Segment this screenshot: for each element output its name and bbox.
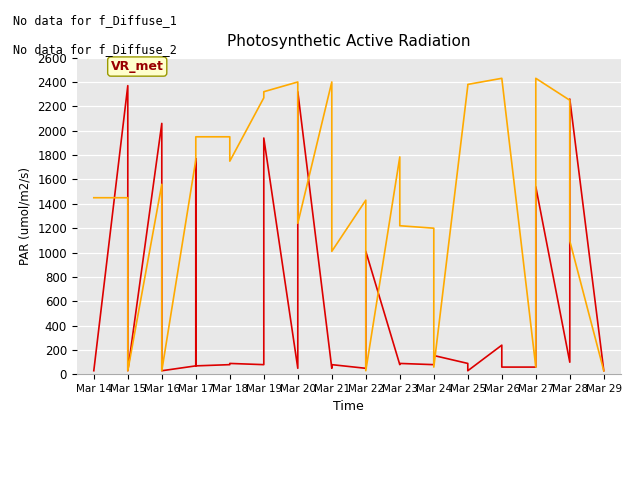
X-axis label: Time: Time: [333, 400, 364, 413]
Text: No data for f_Diffuse_1: No data for f_Diffuse_1: [13, 14, 177, 27]
Text: No data for f_Diffuse_2: No data for f_Diffuse_2: [13, 43, 177, 56]
Title: Photosynthetic Active Radiation: Photosynthetic Active Radiation: [227, 35, 470, 49]
Text: VR_met: VR_met: [111, 60, 164, 73]
Y-axis label: PAR (umol/m2/s): PAR (umol/m2/s): [19, 167, 32, 265]
